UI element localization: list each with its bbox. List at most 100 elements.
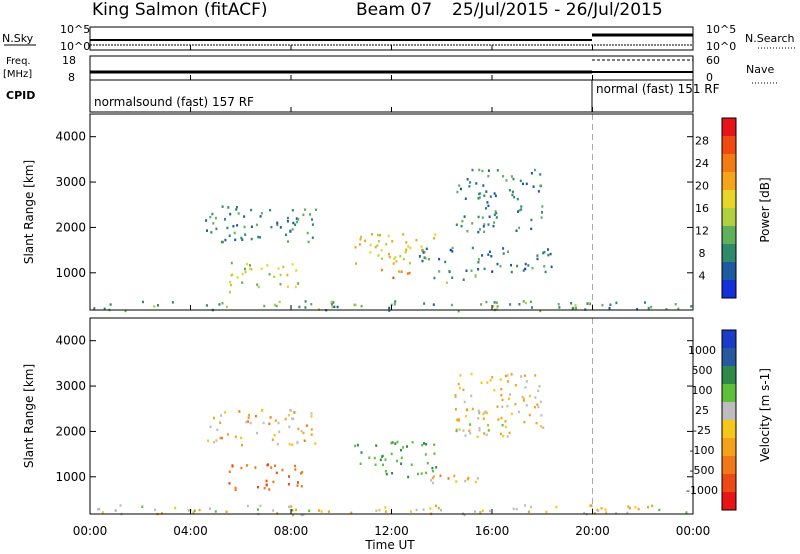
power-plot-cell-3 — [385, 243, 388, 246]
vel-plot-cell-3 — [431, 466, 434, 470]
ytick-label: 2000 — [55, 424, 86, 438]
vel-plot-cell-0 — [435, 504, 437, 508]
vel-plot-cell-3 — [375, 444, 378, 447]
power-plot-cell-1 — [295, 217, 298, 220]
power-plot-cell-6 — [524, 267, 527, 271]
power-plot-cell-6 — [542, 251, 545, 255]
vel-plot-cell-1 — [216, 428, 219, 431]
cbar-tick: 12 — [695, 225, 709, 238]
vel-plot-cell-5 — [464, 434, 467, 437]
vel-plot-cell-5 — [465, 408, 468, 411]
power-plot-cell-1 — [236, 206, 238, 209]
power-plot-cell-5 — [470, 269, 473, 272]
power-plot-cell-1 — [212, 222, 215, 225]
ytick-label: 2000 — [55, 220, 86, 234]
power-plot-cell-7 — [487, 169, 490, 172]
vel-plot-cell-3 — [390, 452, 393, 456]
power-plot-cell-1 — [250, 225, 253, 228]
vel-plot-cell-0 — [524, 504, 526, 507]
vel-plot-cell-2 — [268, 488, 271, 491]
power-plot-cell-0 — [304, 300, 307, 303]
vel-plot-cell-5 — [476, 435, 479, 438]
vel-plot-cell-5 — [514, 384, 517, 387]
power-plot-cell-6 — [510, 263, 512, 267]
vel-plot-cell-0 — [375, 509, 378, 512]
vel-plot-cell-5 — [454, 395, 457, 399]
vel-plot-cell-0 — [291, 509, 294, 512]
power-plot-cell-0 — [354, 303, 357, 307]
vel-plot-cell-5 — [533, 405, 536, 409]
vel-plot-cell-0 — [512, 507, 515, 511]
vel-plot-cell-1 — [207, 439, 210, 442]
power-plot-cell-1 — [210, 231, 213, 234]
power-plot-cell-0 — [558, 306, 561, 309]
ytick-label: 4000 — [55, 130, 86, 144]
power-plot-cell-2 — [282, 265, 285, 269]
power-plot-cell-2 — [277, 267, 280, 270]
power-plot-cell-7 — [479, 192, 482, 195]
vel-plot-cell-1 — [288, 443, 291, 446]
vel-plot-cell-3 — [368, 456, 371, 459]
power-plot-cell-7 — [466, 178, 469, 181]
power-plot-cell-7 — [478, 192, 481, 196]
cbar-cell — [722, 384, 736, 403]
velocity-plot — [97, 318, 688, 517]
power-plot-cell-0 — [109, 303, 112, 306]
power-plot-cell-3 — [394, 256, 397, 259]
power-plot-cell-0 — [171, 301, 174, 304]
power-plot-cell-6 — [421, 249, 424, 252]
power-plot-cell-3 — [402, 233, 405, 236]
power-plot-cell-0 — [153, 305, 156, 308]
power-plot-cell-7 — [483, 194, 486, 197]
power-plot-cell-3 — [371, 233, 374, 236]
power-plot-cell-1 — [286, 216, 289, 220]
vel-plot-cell-2 — [281, 468, 284, 472]
vel-plot-cell-2 — [254, 466, 257, 469]
vel-plot-cell-5 — [489, 379, 492, 382]
power-plot-cell-1 — [222, 240, 224, 244]
vel-plot-cell-3 — [384, 470, 387, 473]
power-plot-cell-7 — [530, 218, 533, 222]
power-plot-cell-6 — [428, 258, 431, 261]
vel-plot-cell-3 — [360, 451, 363, 454]
vel-plot-cell-0 — [604, 508, 607, 511]
vel-plot-cell-2 — [300, 485, 303, 488]
power-plot-cell-1 — [270, 225, 273, 229]
vel-plot-cell-1 — [292, 417, 295, 421]
vel-plot-cell-5 — [457, 382, 460, 386]
power-plot-cell-6 — [544, 270, 547, 274]
vel-plot-cell-0 — [209, 507, 211, 510]
vel-plot-cell-2 — [231, 464, 234, 467]
power-plot-cell-7 — [502, 175, 505, 178]
power-plot-cell-7 — [492, 224, 495, 228]
station-title: King Salmon (fitACF) — [92, 0, 268, 20]
vel-plot-cell-5 — [523, 374, 526, 377]
power-plot-cell-7 — [517, 210, 519, 213]
power-plot-cell-7 — [511, 193, 514, 197]
power-plot-cell-3 — [355, 262, 358, 265]
power-plot-cell-1 — [309, 213, 311, 216]
power-plot-cell-2 — [236, 276, 239, 279]
power-plot-cell-7 — [515, 229, 518, 232]
power-plot-cell-1 — [233, 231, 236, 235]
power-plot-cell-7 — [487, 174, 490, 178]
power-plot-cell-0 — [298, 305, 301, 309]
power-plot-cell-0 — [493, 301, 496, 304]
freq-tick-8: 8 — [68, 71, 75, 84]
vel-plot-cell-5 — [534, 396, 537, 399]
cbar-cell — [722, 118, 736, 137]
vel-plot-cell-5 — [469, 423, 472, 426]
vel-plot-cell-0 — [593, 512, 596, 515]
power-plot-cell-6 — [451, 246, 454, 250]
vel-plot-cell-3 — [421, 443, 424, 447]
vel-plot-cell-0 — [481, 509, 484, 512]
vel-plot-cell-3 — [411, 441, 414, 444]
vel-plot-cell-4 — [476, 477, 479, 480]
vel-plot-cell-5 — [454, 408, 457, 411]
power-plot-cell-2 — [230, 261, 233, 265]
power-plot-cell-7 — [511, 190, 514, 194]
power-plot-cell-3 — [359, 238, 362, 241]
vel-plot-cell-3 — [433, 443, 436, 446]
power-plot-cell-7 — [483, 230, 486, 234]
power-plot-cell-3 — [387, 234, 390, 238]
